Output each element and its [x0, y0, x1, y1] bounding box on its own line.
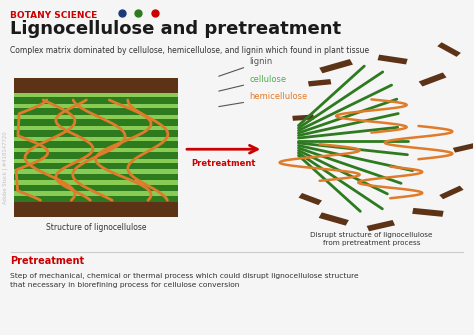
Bar [14, 152, 178, 158]
Bar [308, 79, 331, 86]
Bar [14, 185, 178, 191]
Bar [439, 186, 464, 199]
Bar [14, 141, 178, 147]
Bar [14, 196, 178, 202]
Bar [292, 115, 314, 121]
Text: Complex matrix dominated by cellulose, hemicellulose, and lignin which found in : Complex matrix dominated by cellulose, h… [10, 46, 370, 55]
Bar [14, 147, 178, 152]
Bar [14, 130, 178, 137]
Bar [299, 193, 322, 205]
Bar [14, 158, 178, 163]
Bar [14, 202, 178, 217]
Bar [14, 174, 178, 181]
Bar [14, 137, 178, 141]
Text: cellulose: cellulose [219, 75, 286, 91]
Bar [437, 42, 461, 57]
Bar [377, 55, 408, 64]
Bar [14, 126, 178, 130]
Text: BOTANY SCIENCE: BOTANY SCIENCE [10, 11, 98, 20]
Text: Structure of lignocellulose: Structure of lignocellulose [46, 223, 146, 232]
Bar [319, 212, 349, 226]
Text: Lignocellulose and pretreatment: Lignocellulose and pretreatment [10, 20, 342, 38]
Text: hemicellulose: hemicellulose [219, 92, 307, 107]
Bar [14, 93, 178, 97]
Text: Disrupt structure of lignocellulose
from pretreatment process: Disrupt structure of lignocellulose from… [310, 232, 433, 246]
Bar [366, 220, 395, 231]
Bar [14, 191, 178, 196]
Bar [14, 119, 178, 126]
Bar [14, 115, 178, 119]
Bar [14, 170, 178, 174]
Text: Step of mechanical, chemical or thermal process which could disrupt lignocellulo: Step of mechanical, chemical or thermal … [10, 273, 359, 288]
Bar [14, 181, 178, 185]
Bar [14, 163, 178, 170]
Bar [319, 59, 353, 73]
Bar [453, 142, 474, 153]
Bar [14, 97, 178, 104]
Bar [419, 72, 447, 86]
Bar [14, 108, 178, 115]
Text: Adobe Stock | #418147720: Adobe Stock | #418147720 [2, 131, 8, 204]
Bar [412, 208, 444, 217]
Text: lignin: lignin [219, 57, 272, 76]
Text: Pretreatment: Pretreatment [10, 256, 84, 266]
Text: Pretreatment: Pretreatment [191, 158, 256, 168]
Bar [14, 78, 178, 93]
Bar [14, 104, 178, 108]
